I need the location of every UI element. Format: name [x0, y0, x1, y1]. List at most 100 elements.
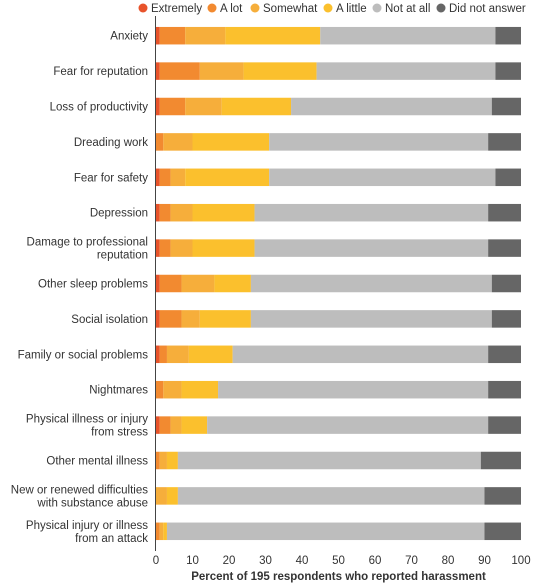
bar-segment [192, 203, 255, 222]
bar-segment [232, 345, 489, 364]
x-tick-label: 20 [223, 555, 236, 567]
bar-segment [491, 310, 521, 328]
bar-segment [163, 133, 193, 151]
legend: Extremely A lot Somewhat A little Not at all… [138, 3, 526, 15]
x-tick-label: 10 [186, 555, 199, 567]
category-label: Other mental illness [46, 456, 148, 468]
bar-segment [484, 522, 521, 541]
x-tick-label: 40 [296, 555, 309, 567]
bar-segment [199, 310, 251, 328]
bar-segment [159, 451, 167, 470]
category-label: with substance abuse [36, 497, 148, 509]
category-label: Fear for reputation [53, 66, 148, 78]
legend-marker-a-little [323, 3, 333, 13]
bar-segment [170, 168, 186, 187]
x-tick-label: 80 [442, 555, 455, 567]
category-label: Physical injury or illness [26, 520, 148, 532]
bar-segment [156, 522, 160, 541]
category-label: Anxiety [110, 31, 148, 43]
bar-segment [488, 345, 521, 364]
bar-segment [254, 239, 489, 257]
bar-segment [495, 168, 521, 187]
x-tick-label: 100 [511, 555, 530, 567]
bar-segment [181, 310, 200, 328]
bar-segment [181, 416, 208, 434]
bar-segment [156, 451, 160, 470]
bar-segment [488, 380, 521, 399]
category-label: from an attack [75, 533, 148, 545]
bar-segment [495, 26, 521, 45]
bar-segment [159, 522, 164, 541]
bar-segment [185, 26, 226, 45]
legend-label-somewhat: Somewhat [263, 3, 318, 15]
bar-segment [156, 380, 164, 399]
bar-segment [156, 26, 160, 45]
legend-marker-extremely [138, 3, 148, 13]
category-label: Fear for safety [74, 172, 148, 184]
category-label: Family or social problems [18, 349, 149, 361]
bar-segment [181, 274, 215, 293]
category-label: Nightmares [89, 385, 148, 397]
bar-segment [254, 203, 489, 222]
category-label: Depression [90, 208, 148, 220]
bar-segment [156, 133, 164, 151]
bar-segment [159, 62, 200, 80]
bar-segment [156, 203, 160, 222]
bar-segment [188, 345, 233, 364]
x-tick-label: 90 [478, 555, 491, 567]
bar-segment [163, 522, 167, 541]
bar-segment [181, 380, 219, 399]
category-label: Other sleep problems [38, 279, 148, 291]
bar-segment [225, 26, 321, 45]
bar-segment [221, 97, 292, 116]
bar-segment [159, 274, 182, 293]
bar-segment [156, 310, 160, 328]
bar-segment [159, 239, 171, 257]
category-label: Loss of productivity [50, 102, 149, 114]
x-tick-label: 30 [259, 555, 272, 567]
bar-segment [159, 97, 186, 116]
legend-label-extremely: Extremely [151, 3, 202, 15]
bar-segment [156, 97, 160, 116]
bar-segment [269, 133, 489, 151]
bar-segment [177, 451, 481, 470]
x-tick-label: 0 [153, 555, 159, 567]
legend-label-a-little: A little [336, 3, 367, 15]
bar-segment [480, 451, 521, 470]
x-axis-ticks: 0 10 20 30 40 50 60 70 80 90 100 [153, 555, 531, 567]
bar-segment [269, 168, 496, 187]
bar-segment [214, 274, 251, 293]
bar-segment [488, 416, 521, 434]
category-label: New or renewed difficulties [11, 484, 148, 496]
bar-segment [199, 62, 244, 80]
legend-marker-did-not-answer [436, 3, 446, 13]
bar-segment [250, 310, 492, 328]
bar-segment [159, 203, 171, 222]
bar-segment [218, 380, 489, 399]
legend-label-did-not-answer: Did not answer [449, 3, 526, 15]
bar-segment [491, 274, 521, 293]
category-label: reputation [97, 250, 148, 262]
bar-segment [320, 26, 496, 45]
category-label: Dreading work [74, 137, 148, 149]
bar-segment [207, 416, 489, 434]
bar-segment [159, 26, 186, 45]
bar-segment [192, 239, 255, 257]
category-label: Damage to professional [27, 237, 148, 249]
bar-segment [156, 487, 167, 505]
bar-segment [488, 239, 521, 257]
bar-segment [495, 62, 521, 80]
bar-segment [170, 416, 182, 434]
category-label: Physical illness or injury [26, 414, 148, 426]
bar-segment [243, 62, 317, 80]
bar-segment [185, 168, 270, 187]
bar-segment [250, 274, 492, 293]
x-tick-label: 70 [405, 555, 418, 567]
bar-segment [156, 239, 160, 257]
legend-label-a-lot: A lot [220, 3, 243, 15]
legend-marker-a-lot [207, 3, 217, 13]
bar-segment [159, 310, 182, 328]
bar-segment [163, 380, 182, 399]
bar-segment [166, 451, 178, 470]
